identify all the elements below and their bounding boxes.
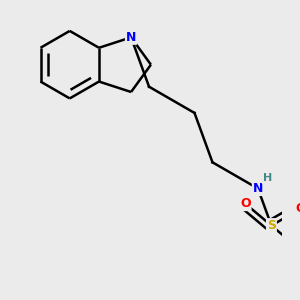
Text: N: N (126, 31, 136, 44)
Text: N: N (253, 182, 263, 195)
Text: S: S (267, 219, 276, 232)
Text: O: O (296, 202, 300, 215)
Text: H: H (263, 173, 272, 183)
Text: O: O (240, 197, 250, 210)
